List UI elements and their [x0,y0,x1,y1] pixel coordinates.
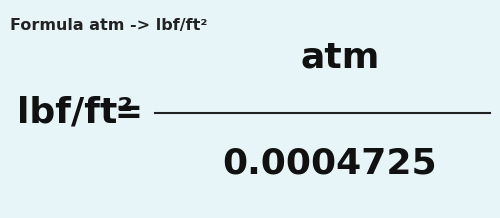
Text: =: = [114,97,142,129]
Text: 0.0004725: 0.0004725 [222,146,438,180]
Text: atm: atm [300,41,380,75]
Text: Formula atm -> lbf/ft²: Formula atm -> lbf/ft² [10,18,207,33]
Text: lbf/ft²: lbf/ft² [17,96,133,130]
